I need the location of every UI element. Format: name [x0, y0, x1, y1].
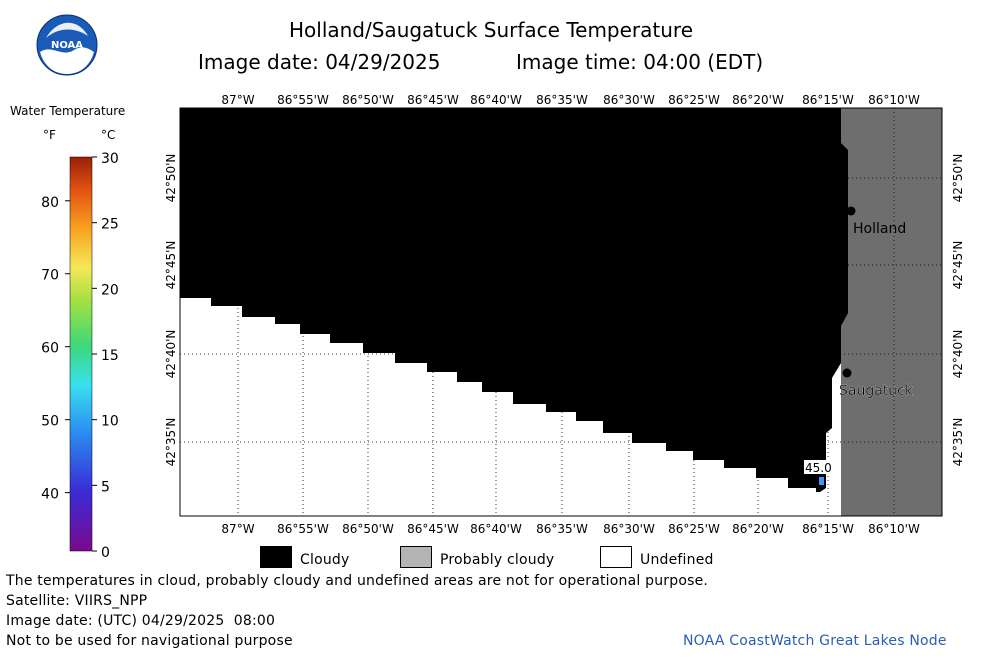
colorbar-label-c: 30	[101, 151, 119, 167]
lon-label-bottom: 86°45'W	[407, 522, 459, 536]
place-label-saugatuck: Saugatuck	[839, 383, 914, 399]
lat-label-right: 42°45'N	[951, 241, 965, 290]
colorbar-label-f: 80	[41, 195, 59, 211]
lat-label-right: 42°35'N	[951, 418, 965, 467]
colorbar-label-c: 25	[101, 217, 119, 233]
lon-label-bottom: 86°25'W	[668, 522, 720, 536]
image-time: Image time: 04:00 (EDT)	[516, 50, 764, 74]
page-title: Holland/Saugatuck Surface Temperature	[288, 18, 694, 42]
lon-label-bottom: 86°20'W	[732, 522, 784, 536]
lon-label-top: 86°25'W	[668, 93, 720, 107]
lon-label-bottom: 86°10'W	[868, 522, 920, 536]
lon-label-top: 86°30'W	[603, 93, 655, 107]
satellite-text: Satellite: VIIRS_NPP	[6, 593, 148, 609]
lon-label-top: 86°45'W	[407, 93, 459, 107]
lon-label-top: 86°20'W	[732, 93, 784, 107]
lon-label-bottom: 86°15'W	[802, 522, 854, 536]
place-label-holland: Holland	[853, 221, 906, 237]
lon-label-bottom: 86°30'W	[603, 522, 655, 536]
lon-label-top: 86°35'W	[536, 93, 588, 107]
colorbar-label-c: 10	[101, 414, 119, 430]
lon-label-bottom: 86°55'W	[277, 522, 329, 536]
lon-label-bottom: 86°50'W	[342, 522, 394, 536]
colorbar-label-f: 50	[41, 414, 59, 430]
colorbar-label-f: 60	[41, 341, 59, 357]
lon-label-top: 86°10'W	[868, 93, 920, 107]
temp-label-box	[804, 460, 835, 474]
lat-label-left: 42°50'N	[164, 154, 178, 203]
svg-text:NOAA: NOAA	[51, 40, 83, 51]
lat-label-right: 42°40'N	[951, 330, 965, 379]
temp-label: 45.0	[805, 461, 832, 475]
map-frame	[179, 107, 943, 517]
colorbar-label-c: 15	[101, 348, 119, 364]
colorbar-label-f: 40	[41, 487, 59, 503]
cloudy-area	[180, 108, 848, 492]
map-area: 87°W 86°55'W 86°50'W 86°45'W 86°40'W 86°35'W 8…	[164, 93, 965, 536]
map-border	[179, 107, 943, 517]
lat-label-left: 42°35'N	[164, 418, 178, 467]
legend-label-cloudy: Cloudy	[300, 552, 350, 568]
lon-label-top: 86°55'W	[277, 93, 329, 107]
water-pixel	[819, 477, 824, 485]
legend-swatch-undefined	[600, 546, 632, 568]
legend-label-probably-cloudy: Probably cloudy	[440, 552, 555, 568]
colorbar-label-c: 0	[101, 545, 110, 560]
lon-label-top: 86°50'W	[342, 93, 394, 107]
colorbar-unit-c: °C	[101, 128, 116, 142]
legend-swatch-probably-cloudy	[400, 546, 432, 568]
saugatuck-marker-icon	[842, 368, 852, 378]
legend-swatch-cloudy	[260, 546, 292, 568]
colorbar-label-c: 5	[101, 479, 110, 495]
lon-label-bottom: 86°35'W	[536, 522, 588, 536]
lat-label-left: 42°45'N	[164, 241, 178, 290]
colorbar-gradient	[69, 156, 93, 552]
colorbar-title: Water Temperature	[10, 104, 126, 118]
navigation-warning: Not to be used for navigational purpose	[6, 633, 293, 649]
utc-date-text: Image date: (UTC) 04/29/2025 08:00	[6, 613, 276, 629]
image-date: Image date: 04/29/2025	[198, 50, 441, 74]
credit-text: NOAA CoastWatch Great Lakes Node	[683, 633, 947, 649]
colorbar-label-f: 70	[41, 268, 59, 284]
holland-marker-icon	[846, 206, 856, 216]
legend-label-undefined: Undefined	[640, 552, 714, 568]
colorbar-unit-f: °F	[43, 128, 56, 142]
lat-label-right: 42°50'N	[951, 154, 965, 203]
probably-cloudy-area	[841, 108, 942, 516]
colorbar-label-c: 20	[101, 282, 119, 298]
lon-label-top: 87°W	[221, 93, 254, 107]
noaa-logo: NOAA	[36, 14, 98, 76]
lon-label-top: 86°15'W	[802, 93, 854, 107]
lat-label-left: 42°40'N	[164, 330, 178, 379]
lon-label-bottom: 86°40'W	[470, 522, 522, 536]
lon-label-top: 86°40'W	[470, 93, 522, 107]
disclaimer-text: The temperatures in cloud, probably clou…	[6, 573, 709, 589]
lon-label-bottom: 87°W	[221, 522, 254, 536]
